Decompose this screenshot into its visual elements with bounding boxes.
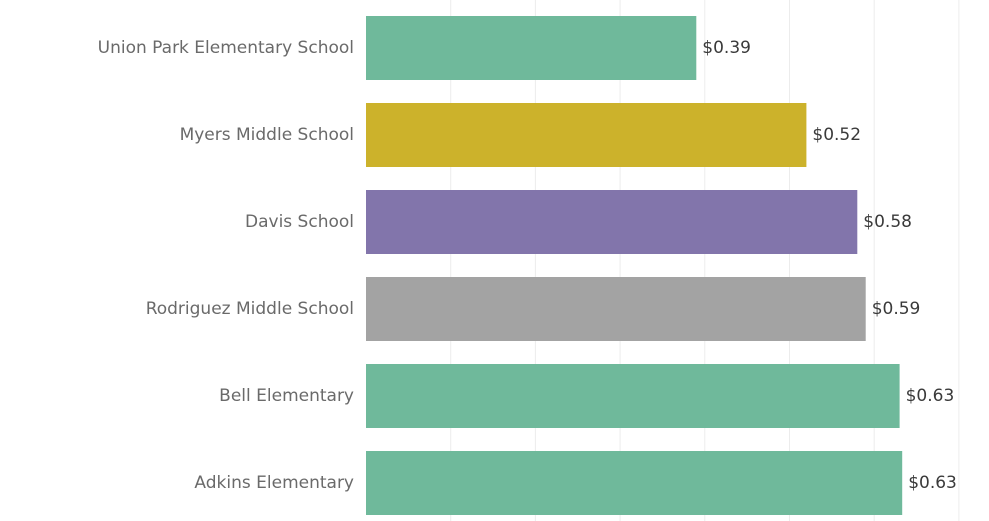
bar-2[interactable] [366,190,858,254]
category-label-3: Rodriguez Middle School [146,299,354,319]
value-label-1: $0.52 [812,125,861,145]
value-label-0: $0.39 [702,38,751,58]
bars [366,16,903,515]
value-label-5: $0.63 [908,473,957,493]
category-label-2: Davis School [245,212,354,232]
category-label-5: Adkins Elementary [194,473,354,493]
bar-3[interactable] [366,277,866,341]
category-label-4: Bell Elementary [219,386,354,406]
gridlines [450,0,960,521]
bar-0[interactable] [366,16,697,80]
value-label-3: $0.59 [872,299,921,319]
category-label-1: Myers Middle School [180,125,354,145]
labels: Union Park Elementary School $0.39 Myers M… [98,38,957,493]
value-label-4: $0.63 [906,386,955,406]
category-label-0: Union Park Elementary School [98,38,354,58]
bar-1[interactable] [366,103,807,167]
bar-4[interactable] [366,364,900,428]
bar-5[interactable] [366,451,903,515]
value-label-2: $0.58 [863,212,912,232]
